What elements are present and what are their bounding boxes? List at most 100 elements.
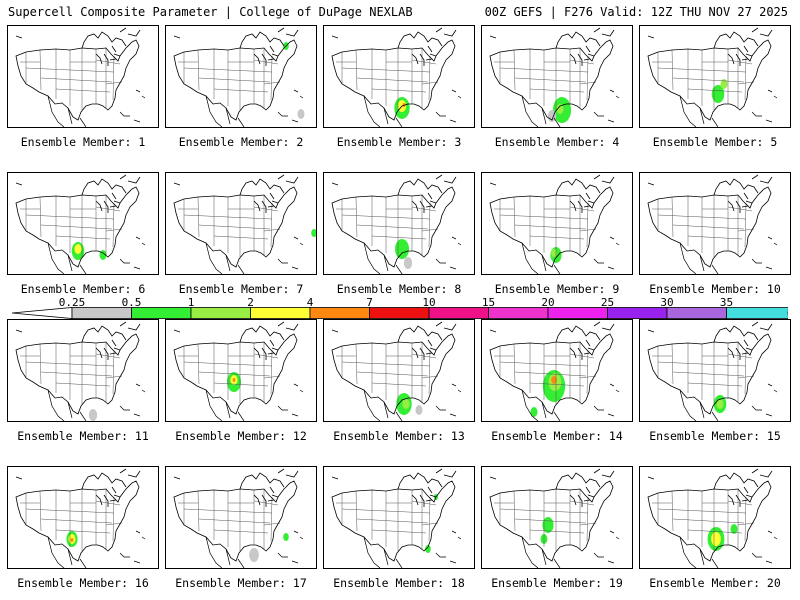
scp-contour — [70, 538, 74, 542]
scp-contour — [232, 378, 236, 382]
color-scale-tick-label: 35 — [719, 296, 734, 309]
color-scale-swatch — [428, 307, 489, 319]
color-scale-swatch — [71, 307, 132, 319]
scp-contour — [415, 405, 423, 415]
color-scale-tick-label: 10 — [422, 296, 436, 309]
us-map — [173, 321, 304, 421]
ensemble-member-map — [323, 319, 475, 422]
ensemble-member-caption: Ensemble Member: 17 — [175, 576, 307, 590]
us-map — [647, 468, 778, 568]
scp-contour — [297, 109, 305, 119]
us-map — [15, 27, 146, 127]
us-map — [15, 174, 146, 274]
us-map — [173, 27, 305, 127]
color-scale-swatch — [369, 307, 430, 319]
color-scale-tick-label: 1 — [187, 296, 195, 309]
color-scale-swatch — [309, 307, 370, 319]
ensemble-member-caption: Ensemble Member: 9 — [494, 282, 620, 296]
ensemble-member-caption: Ensemble Member: 14 — [491, 429, 623, 443]
ensemble-member-caption: Ensemble Member: 15 — [649, 429, 781, 443]
ensemble-member-map — [7, 466, 159, 569]
chart-title: Supercell Composite Parameter | College … — [8, 5, 413, 19]
us-map — [489, 27, 620, 127]
color-scale-tick-label: 0.25 — [58, 296, 86, 309]
color-scale-tick-label: 0.5 — [121, 296, 142, 309]
color-scale-tick-label: 4 — [306, 296, 314, 309]
us-map — [15, 321, 146, 421]
ensemble-member-caption: Ensemble Member: 16 — [17, 576, 149, 590]
scp-contour — [249, 548, 259, 562]
ensemble-member-map — [639, 25, 791, 128]
ensemble-member-map — [323, 25, 475, 128]
ensemble-member-caption: Ensemble Member: 5 — [652, 135, 778, 149]
ensemble-member-map — [165, 319, 317, 422]
ensemble-member-map — [481, 172, 633, 275]
scp-contour — [551, 376, 557, 384]
ensemble-member-caption: Ensemble Member: 20 — [649, 576, 781, 590]
us-map — [15, 468, 146, 568]
scp-contour — [74, 244, 82, 254]
us-map — [173, 174, 316, 274]
ensemble-member-map — [481, 319, 633, 422]
scp-contour — [425, 545, 431, 553]
ensemble-member-map — [481, 466, 633, 569]
us-map — [331, 321, 462, 421]
ensemble-member-map — [323, 466, 475, 569]
us-map — [489, 321, 620, 421]
ensemble-member-caption: Ensemble Member: 12 — [175, 429, 307, 443]
us-map — [331, 468, 462, 568]
ensemble-member-map — [165, 466, 317, 569]
us-map — [647, 27, 778, 127]
scp-contour — [556, 104, 564, 114]
ensemble-member-caption: Ensemble Member: 4 — [494, 135, 620, 149]
ensemble-member-caption: Ensemble Member: 13 — [333, 429, 465, 443]
ensemble-member-map — [481, 25, 633, 128]
scp-contour — [716, 399, 724, 409]
ensemble-member-caption: Ensemble Member: 18 — [333, 576, 465, 590]
ensemble-member-caption: Ensemble Member: 8 — [336, 282, 462, 296]
us-map — [489, 174, 620, 274]
ensemble-member-map — [7, 319, 159, 422]
scp-contour — [711, 532, 721, 546]
ensemble-member-map — [639, 319, 791, 422]
color-scale-swatch — [726, 307, 788, 319]
ensemble-member-caption: Ensemble Member: 1 — [20, 135, 146, 149]
ensemble-member-map — [7, 25, 159, 128]
ensemble-member-caption: Ensemble Member: 7 — [178, 282, 304, 296]
ensemble-member-caption: Ensemble Member: 19 — [491, 576, 623, 590]
color-scale-bar — [12, 307, 788, 319]
color-scale-tick-label: 25 — [600, 296, 615, 309]
scp-contour — [551, 249, 557, 257]
us-map — [331, 27, 462, 127]
color-scale-swatch — [190, 307, 251, 319]
us-map — [647, 321, 778, 421]
ensemble-member-caption: Ensemble Member: 10 — [649, 282, 781, 296]
ensemble-member-map — [7, 172, 159, 275]
scp-contour — [720, 79, 728, 89]
us-map — [647, 174, 778, 274]
color-scale-swatch — [666, 307, 727, 319]
color-scale-tick-label: 30 — [660, 296, 674, 309]
color-scale-swatch — [607, 307, 668, 319]
color-scale-swatch — [131, 307, 192, 319]
color-scale-tick-label: 7 — [366, 296, 373, 309]
color-scale-swatch — [547, 307, 608, 319]
ensemble-member-map — [323, 172, 475, 275]
ensemble-member-map — [165, 25, 317, 128]
us-map — [331, 174, 462, 274]
us-map — [489, 468, 620, 568]
ensemble-member-caption: Ensemble Member: 2 — [178, 135, 304, 149]
color-scale-swatch — [488, 307, 549, 319]
ensemble-member-caption: Ensemble Member: 6 — [20, 282, 146, 296]
color-scale-tick-label: 20 — [541, 296, 555, 309]
ensemble-member-map — [639, 172, 791, 275]
scp-contour — [88, 409, 98, 421]
scp-contour — [311, 229, 316, 237]
color-scale-tick-label: 2 — [247, 296, 254, 309]
scp-contour — [711, 85, 725, 103]
model-valid-time: 00Z GEFS | F276 Valid: 12Z THU NOV 27 20… — [484, 5, 788, 19]
scp-contour — [403, 257, 413, 269]
scp-contour — [283, 533, 289, 541]
scp-contour — [402, 399, 410, 409]
us-map — [173, 468, 304, 568]
